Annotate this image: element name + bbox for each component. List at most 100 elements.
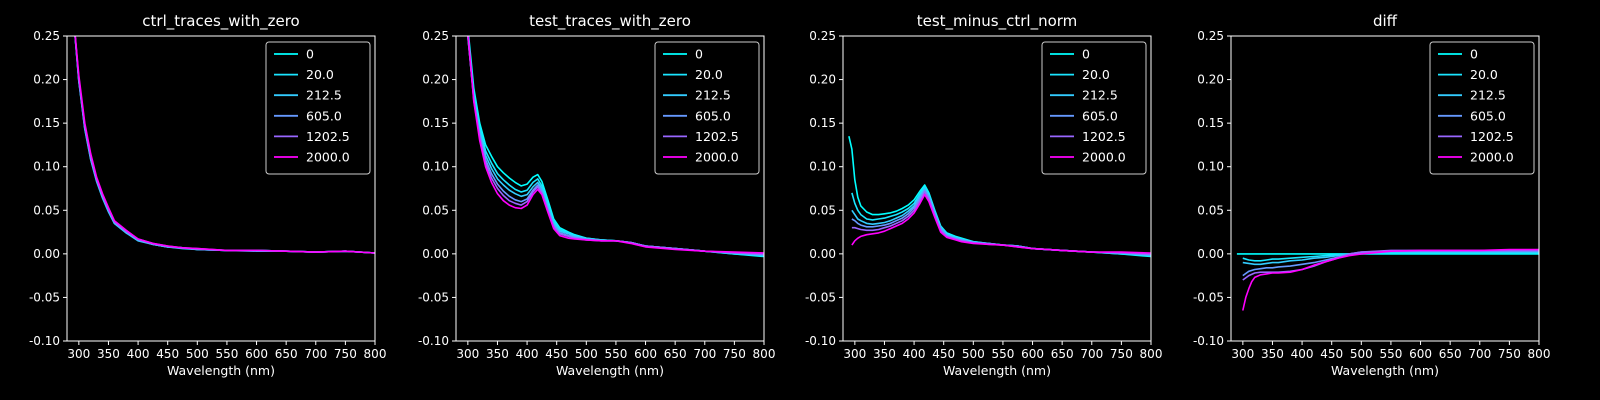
x-tick-label: 300 — [67, 347, 90, 361]
legend-label: 605.0 — [306, 108, 342, 123]
x-tick-label: 500 — [186, 347, 209, 361]
chart-title: ctrl_traces_with_zero — [142, 12, 299, 31]
x-tick-label: 600 — [634, 347, 657, 361]
legend-label: 2000.0 — [306, 150, 350, 165]
y-tick-label: 0.10 — [1197, 160, 1224, 174]
x-tick-label: 300 — [843, 347, 866, 361]
y-tick-label: -0.10 — [29, 334, 60, 348]
x-tick-label: 800 — [364, 347, 387, 361]
y-tick-label: -0.05 — [805, 290, 836, 304]
x-tick-label: 500 — [1350, 347, 1373, 361]
x-tick-label: 350 — [97, 347, 120, 361]
y-tick-label: -0.10 — [805, 334, 836, 348]
x-axis-label: Wavelength (nm) — [943, 363, 1051, 378]
legend-label: 2000.0 — [695, 150, 739, 165]
y-tick-label: 0.05 — [422, 203, 449, 217]
legend-label: 212.5 — [1082, 88, 1118, 103]
x-tick-label: 350 — [486, 347, 509, 361]
x-tick-label: 500 — [575, 347, 598, 361]
series-line-2000.0 — [851, 193, 1151, 254]
x-tick-label: 400 — [903, 347, 926, 361]
chart-title: diff — [1373, 12, 1398, 30]
y-tick-label: 0.15 — [422, 116, 449, 130]
y-tick-label: 0.05 — [809, 203, 836, 217]
x-tick-label: 550 — [215, 347, 238, 361]
x-tick-label: 550 — [1379, 347, 1402, 361]
x-tick-label: 650 — [275, 347, 298, 361]
x-tick-label: 400 — [516, 347, 539, 361]
legend: 0 20.0 212.5 605.0 1202.5 2000.0 — [654, 41, 760, 175]
y-tick-label: 0.00 — [33, 247, 60, 261]
series-group — [1236, 248, 1539, 311]
y-tick-label: 0.00 — [422, 247, 449, 261]
legend: 0 20.0 212.5 605.0 1202.5 2000.0 — [1429, 41, 1535, 175]
legend-label: 1202.5 — [1082, 129, 1126, 144]
legend-label: 20.0 — [695, 67, 723, 82]
legend-label: 212.5 — [695, 88, 731, 103]
y-tick-label: 0.15 — [809, 116, 836, 130]
legend-label: 212.5 — [306, 88, 342, 103]
legend-label: 20.0 — [1470, 67, 1498, 82]
legend: 0 20.0 212.5 605.0 1202.5 2000.0 — [265, 41, 371, 175]
x-tick-label: 550 — [604, 347, 627, 361]
y-tick-label: 0.05 — [33, 203, 60, 217]
x-tick-label: 400 — [1291, 347, 1314, 361]
legend-label: 2000.0 — [1470, 150, 1514, 165]
x-tick-label: 700 — [1468, 347, 1491, 361]
x-tick-label: 500 — [962, 347, 985, 361]
x-tick-label: 450 — [1320, 347, 1343, 361]
y-tick-label: 0.20 — [422, 73, 449, 87]
legend-label: 1202.5 — [306, 129, 350, 144]
x-tick-label: 650 — [1439, 347, 1462, 361]
x-axis-label: Wavelength (nm) — [1331, 363, 1439, 378]
chart-panel-1: 300 350 400 450 500 550 600 650 700 750 800 -0.10 -0… — [29, 12, 387, 378]
y-tick-label: 0.15 — [33, 116, 60, 130]
series-line-20.0 — [1242, 252, 1539, 262]
x-tick-label: 400 — [127, 347, 150, 361]
axes-frame — [66, 35, 376, 342]
legend-label: 20.0 — [306, 67, 334, 82]
y-tick-label: 0.10 — [809, 160, 836, 174]
legend-label: 0 — [1082, 47, 1090, 62]
x-tick-label: 800 — [753, 347, 776, 361]
legend-label: 2000.0 — [1082, 150, 1126, 165]
x-tick-label: 300 — [1231, 347, 1254, 361]
chart-panel-4: 300 350 400 450 500 550 600 650 700 750 800 -0.10 -0… — [1193, 12, 1551, 378]
chart-title: test_minus_ctrl_norm — [917, 12, 1078, 31]
legend-label: 605.0 — [695, 108, 731, 123]
legend-label: 0 — [695, 47, 703, 62]
y-tick-label: -0.10 — [418, 334, 449, 348]
legend-label: 0 — [1470, 47, 1478, 62]
y-tick-label: 0.20 — [809, 73, 836, 87]
x-tick-label: 700 — [1080, 347, 1103, 361]
y-tick-label: 0.25 — [809, 29, 836, 43]
chart-panel-2: 300 350 400 450 500 550 600 650 700 750 800 -0.10 -0… — [418, 12, 776, 378]
x-tick-label: 450 — [545, 347, 568, 361]
legend-label: 20.0 — [1082, 67, 1110, 82]
y-tick-label: 0.15 — [1197, 116, 1224, 130]
y-tick-label: 0.25 — [422, 29, 449, 43]
x-tick-label: 650 — [1051, 347, 1074, 361]
y-tick-label: 0.25 — [33, 29, 60, 43]
y-tick-label: 0.20 — [1197, 73, 1224, 87]
x-tick-label: 450 — [932, 347, 955, 361]
chart-panel-3: 300 350 400 450 500 550 600 650 700 750 800 -0.10 -0… — [805, 12, 1163, 378]
axes-frame — [842, 35, 1152, 342]
legend-label: 605.0 — [1082, 108, 1118, 123]
x-tick-label: 750 — [334, 347, 357, 361]
legend: 0 20.0 212.5 605.0 1202.5 2000.0 — [1041, 41, 1147, 175]
legend-label: 0 — [306, 47, 314, 62]
y-tick-label: 0.05 — [1197, 203, 1224, 217]
legend-label: 212.5 — [1470, 88, 1506, 103]
y-tick-label: 0.10 — [422, 160, 449, 174]
y-tick-label: -0.10 — [1193, 334, 1224, 348]
series-line-2000.0 — [467, 36, 764, 254]
y-tick-label: 0.20 — [33, 73, 60, 87]
y-tick-label: 0.25 — [1197, 29, 1224, 43]
x-tick-label: 550 — [991, 347, 1014, 361]
y-tick-label: -0.05 — [1193, 290, 1224, 304]
x-tick-label: 750 — [1110, 347, 1133, 361]
x-tick-label: 350 — [873, 347, 896, 361]
x-tick-label: 450 — [156, 347, 179, 361]
